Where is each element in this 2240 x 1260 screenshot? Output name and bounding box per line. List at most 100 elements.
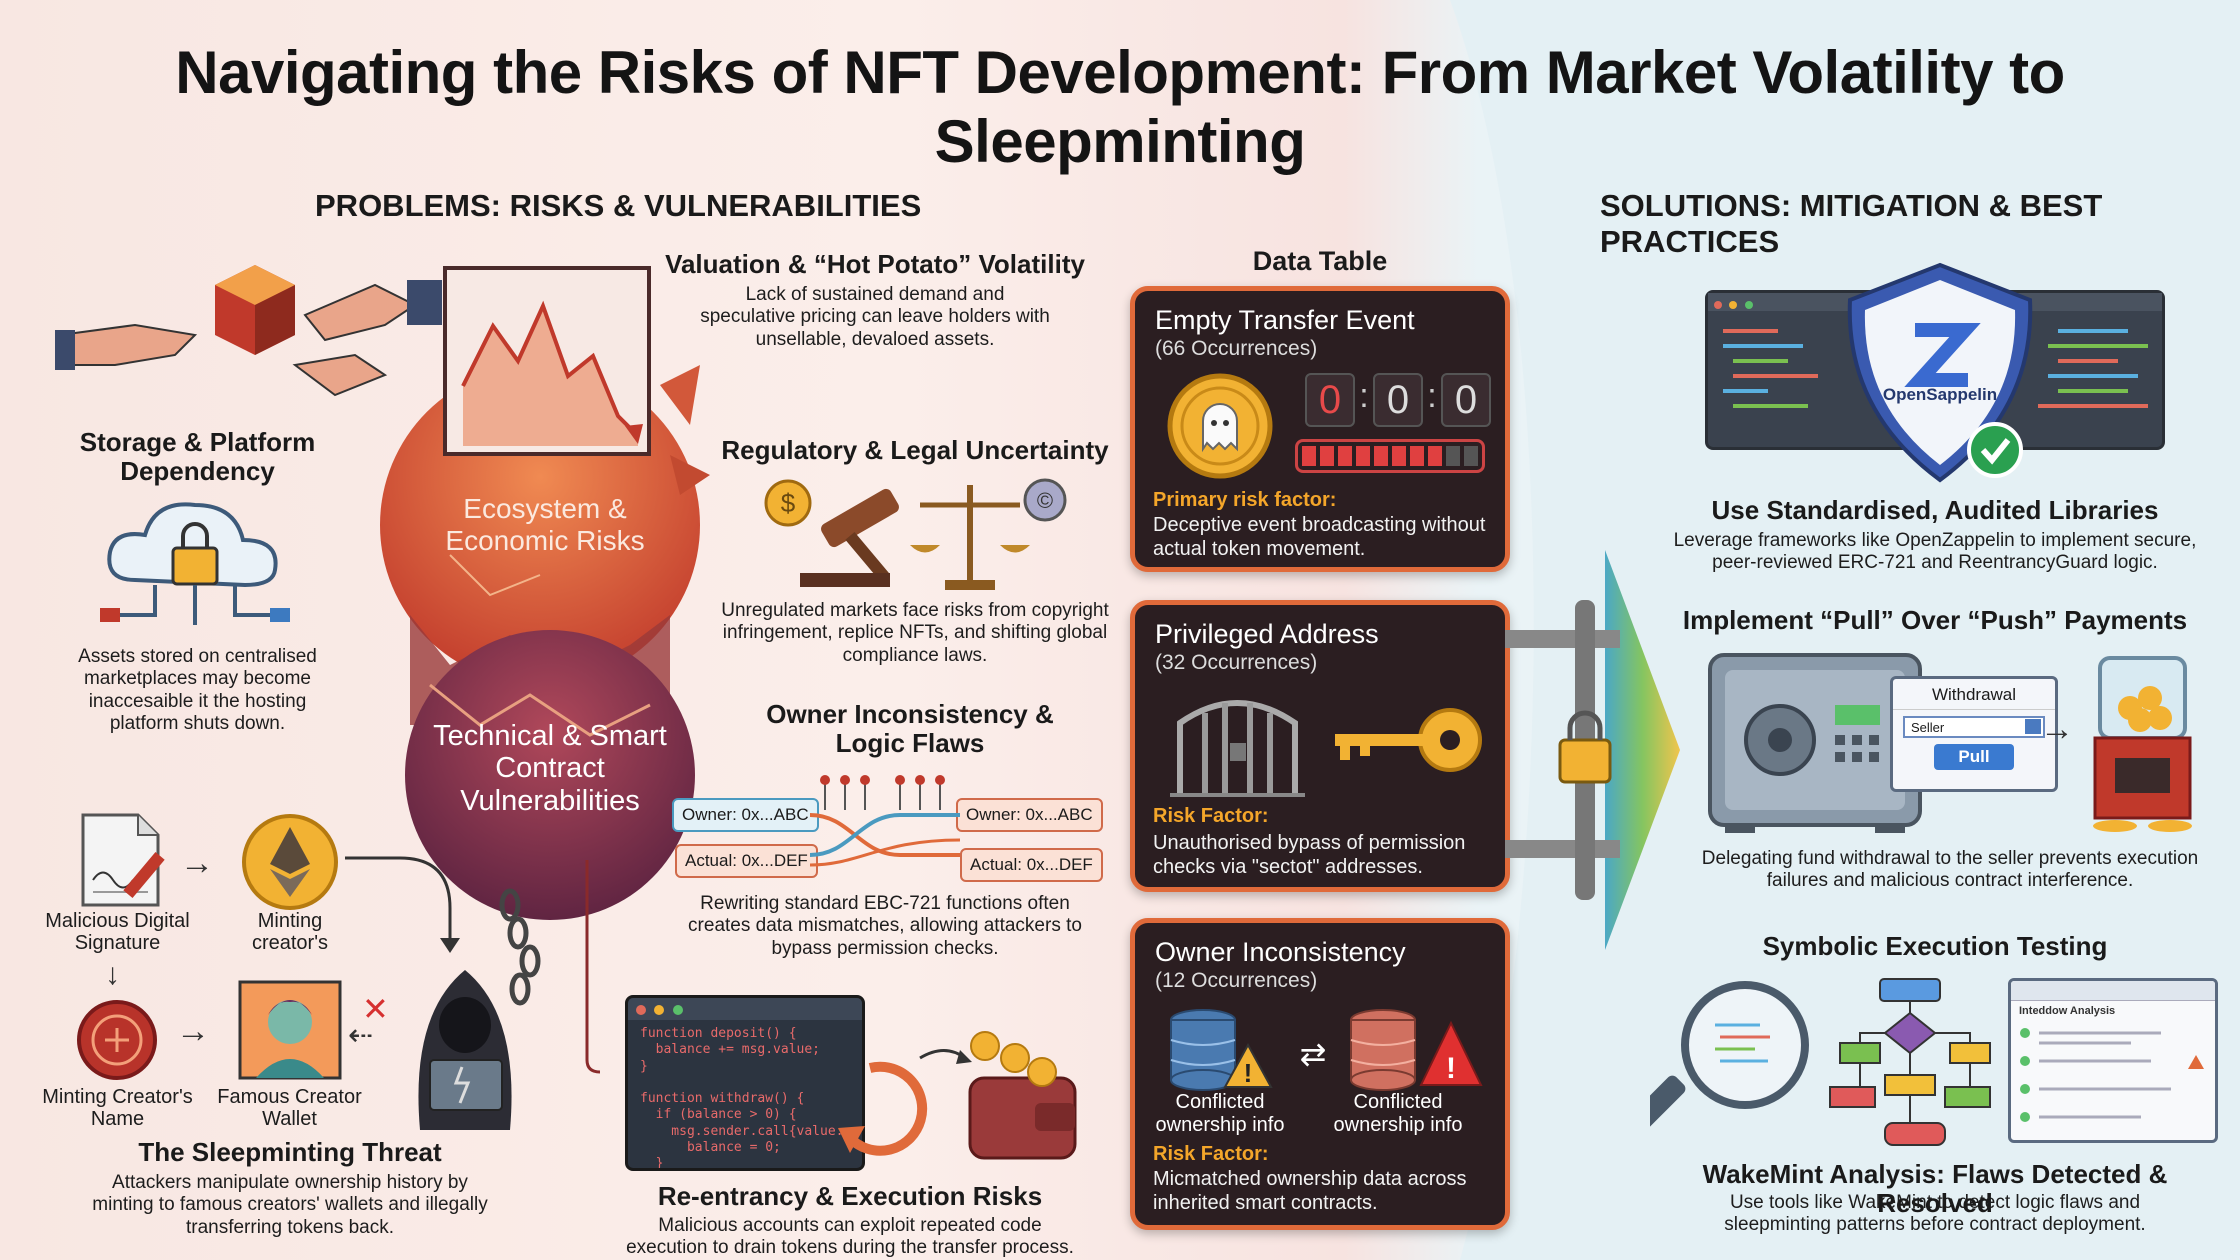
- timer-digit: 0: [1441, 373, 1491, 427]
- card-count: (32 Occurrences): [1155, 651, 1318, 674]
- conflicted-label: Conflicted ownership info: [1155, 1091, 1285, 1136]
- signature-label: Malicious Digital Signature: [45, 910, 190, 955]
- actual-tag-left: Actual: 0x...DEF: [675, 844, 818, 878]
- minting-label: Minting creator's: [251, 910, 329, 955]
- risk-text: Micmatched ownership data across inherit…: [1153, 1168, 1467, 1214]
- cloud-lock-icon: [100, 502, 290, 625]
- analysis-titlebar: [2011, 981, 2215, 1001]
- regulatory-title: Regulatory & Legal Uncertainty: [721, 435, 1109, 465]
- analysis-window: Inteddow Analysis: [2008, 978, 2218, 1143]
- risk-label: Risk Factor:: [1153, 1143, 1269, 1165]
- owner-tag-left: Owner: 0x...ABC: [672, 798, 819, 832]
- valuation-text: Lack of sustained demand and speculative…: [700, 284, 1050, 350]
- search-icon: [2025, 719, 2041, 734]
- progress-bar: [1295, 439, 1485, 473]
- owner-logic-text: Rewriting standard EBC-721 functions oft…: [688, 893, 1082, 959]
- risk-text: Deceptive event broadcasting without act…: [1153, 514, 1486, 560]
- timer-digit: 0: [1305, 373, 1355, 427]
- code-window-titlebar: [628, 998, 862, 1020]
- safe-icon: [1708, 653, 1922, 833]
- blocked-arrow-icon: ⇠: [348, 1019, 374, 1052]
- ecosystem-sphere-label: Ecosystem & Economic Risks: [445, 493, 645, 557]
- price-drop-chart-icon: [443, 266, 651, 456]
- reentrancy-loop-wallet-icon: [838, 1031, 1077, 1160]
- coin-dispenser-icon: [2093, 656, 2192, 832]
- reentrancy-title: Re-entrancy & Execution Risks: [657, 1181, 1043, 1211]
- libraries-title: Use Standardised, Audited Libraries: [1711, 495, 2159, 525]
- card-privileged-address: Privileged Address (32 Occurrences) Risk…: [1130, 600, 1510, 892]
- svg-text:©: ©: [1037, 488, 1053, 513]
- withdrawal-dialog: Withdrawal Seller Pull: [1890, 676, 2058, 792]
- owner-logic-title: Owner Inconsistency & Logic Flaws: [766, 699, 1054, 759]
- timer-colon: :: [1427, 377, 1437, 415]
- sleepminting-title: The Sleepminting Threat: [138, 1137, 442, 1167]
- risk-label: Risk Factor:: [1153, 805, 1269, 827]
- timer-display: 0 : 0 : 0: [1305, 373, 1491, 429]
- conflicted-label: Conflicted ownership info: [1333, 1091, 1463, 1136]
- seller-field-value: Seller: [1911, 720, 1945, 735]
- svg-text:!: !: [1446, 1052, 1456, 1085]
- seller-field[interactable]: Seller: [1903, 716, 2045, 738]
- magnifier-code-icon: [1650, 981, 1809, 1129]
- gavel-scales-icon: $ ©: [764, 478, 1067, 590]
- card-count: (12 Occurrences): [1155, 969, 1318, 992]
- flow-arrow-icon: [345, 856, 460, 953]
- svg-text:!: !: [1244, 1058, 1253, 1088]
- symbolic-text: Use tools like WakeMint to detect logic …: [1724, 1192, 2146, 1236]
- svg-text:$: $: [781, 488, 796, 518]
- page-title: Navigating the Risks of NFT Development:…: [175, 39, 2065, 175]
- storage-title: Storage & Platform Dependency: [79, 427, 316, 487]
- reentrancy-text: Malicious accounts can exploit repeated …: [626, 1215, 1074, 1259]
- risk-text: Unauthorised bypass of permission checks…: [1153, 832, 1466, 878]
- risk-label: Primary risk factor:: [1153, 489, 1337, 511]
- card-count: (66 Occurrences): [1155, 337, 1318, 360]
- openzeppelin-shield-icon: [1847, 262, 2033, 483]
- code-window: function deposit() { balance += msg.valu…: [625, 995, 865, 1171]
- solutions-heading: SOLUTIONS: MITIGATION & BEST PRACTICES: [1600, 188, 2103, 259]
- timer-colon: :: [1359, 377, 1369, 415]
- actual-tag-right: Actual: 0x...DEF: [960, 848, 1103, 882]
- sleepminting-text: Attackers manipulate ownership history b…: [92, 1172, 488, 1238]
- card-owner-inconsistency: Owner Inconsistency (12 Occurrences) ! ⇄…: [1130, 918, 1510, 1230]
- data-table-heading: Data Table: [1252, 246, 1388, 276]
- dialog-title: Withdrawal: [1893, 679, 2055, 710]
- creator-seal-icon: [77, 1000, 157, 1080]
- code-snippet: function deposit() { balance += msg.valu…: [640, 1026, 844, 1171]
- analysis-results-icon: [2020, 1028, 2204, 1122]
- hot-potato-cube-icon: [55, 265, 442, 397]
- arrow-right-icon: →: [180, 844, 214, 882]
- arrow-down-icon: ↓: [105, 958, 120, 991]
- valuation-title: Valuation & “Hot Potato” Volatility: [665, 249, 1085, 279]
- card-title: Empty Transfer Event: [1155, 305, 1415, 335]
- timer-digit: 0: [1373, 373, 1423, 427]
- problems-heading: PROBLEMS: RISKS & VULNERABILITIES: [315, 188, 922, 223]
- connector-line: [585, 860, 601, 1074]
- ethereum-coin-icon: [242, 814, 338, 910]
- card-empty-transfer: Empty Transfer Event (66 Occurrences) 0 …: [1130, 286, 1510, 572]
- creator-avatar-icon: [238, 980, 342, 1080]
- pull-text: Delegating fund withdrawal to the seller…: [1701, 848, 2199, 892]
- creator-name-label: Minting Creator's Name: [42, 1086, 193, 1131]
- pull-title: Implement “Pull” Over “Push” Payments: [1682, 605, 2188, 635]
- gate-arrow-icon: [1505, 550, 1680, 950]
- regulatory-text: Unregulated markets face risks from copy…: [721, 600, 1109, 666]
- owner-tag-right: Owner: 0x...ABC: [956, 798, 1103, 832]
- arrow-right-icon-2: →: [176, 1012, 210, 1050]
- conflicted-databases-icon: ! ⇄ !: [1170, 1009, 1483, 1091]
- gate-icon: [1170, 700, 1305, 797]
- symbolic-title: Symbolic Execution Testing: [1762, 931, 2108, 961]
- technical-sphere-label: Technical & Smart Contract Vulnerabiliti…: [433, 720, 667, 817]
- storage-text: Assets stored on centralised marketplace…: [78, 646, 317, 735]
- hacker-icon: [418, 970, 512, 1130]
- x-mark-icon: ✕: [362, 991, 389, 1027]
- card-title: Owner Inconsistency: [1155, 937, 1406, 967]
- symbolic-subtitle: WakeMint Analysis: Flaws Detected & Reso…: [1702, 1159, 2168, 1219]
- arrow-right-icon: →: [2040, 710, 2074, 748]
- logic-circuit-icon: [810, 775, 960, 867]
- libraries-text: Leverage frameworks like OpenZappelin to…: [1673, 530, 2197, 574]
- digital-signature-icon: [81, 813, 165, 907]
- svg-text:⇄: ⇄: [1300, 1035, 1327, 1073]
- pull-button[interactable]: Pull: [1934, 744, 2014, 770]
- shield-label: OpenSappelin: [1882, 385, 1998, 404]
- golden-key-icon: [1335, 708, 1482, 772]
